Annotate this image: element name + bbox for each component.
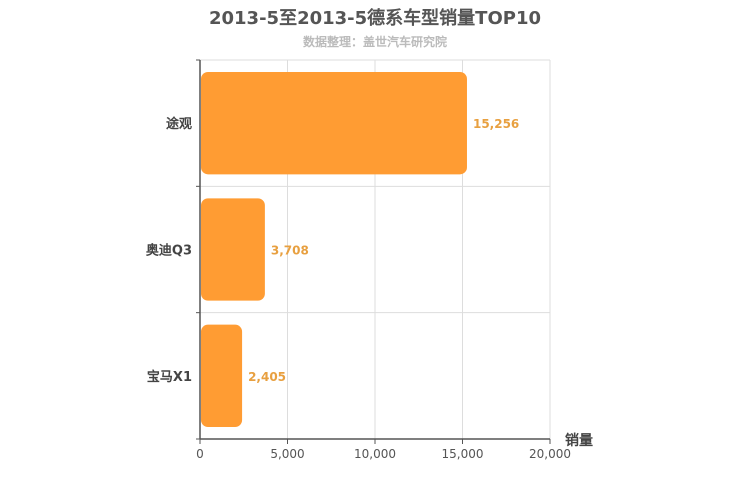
x-tick-label: 15,000 — [442, 447, 484, 461]
bar — [201, 324, 243, 427]
category-label: 途观 — [166, 116, 192, 132]
x-tick-label: 10,000 — [354, 447, 396, 461]
x-axis-title: 销量 — [565, 432, 593, 449]
x-tick-label: 5,000 — [270, 447, 304, 461]
category-label: 宝马X1 — [147, 369, 192, 385]
chart-title: 2013-5至2013-5德系车型销量TOP10 — [208, 8, 541, 29]
data-label: 15,256 — [473, 117, 519, 131]
chart-subtitle: 数据整理：盖世汽车研究院 — [302, 35, 447, 49]
x-tick-label: 0 — [196, 447, 204, 461]
data-label: 2,405 — [248, 370, 286, 384]
data-label: 3,708 — [271, 244, 309, 258]
bar — [201, 198, 265, 301]
bar — [201, 72, 467, 175]
x-tick-label: 20,000 — [529, 447, 571, 461]
category-label: 奥迪Q3 — [146, 243, 192, 259]
